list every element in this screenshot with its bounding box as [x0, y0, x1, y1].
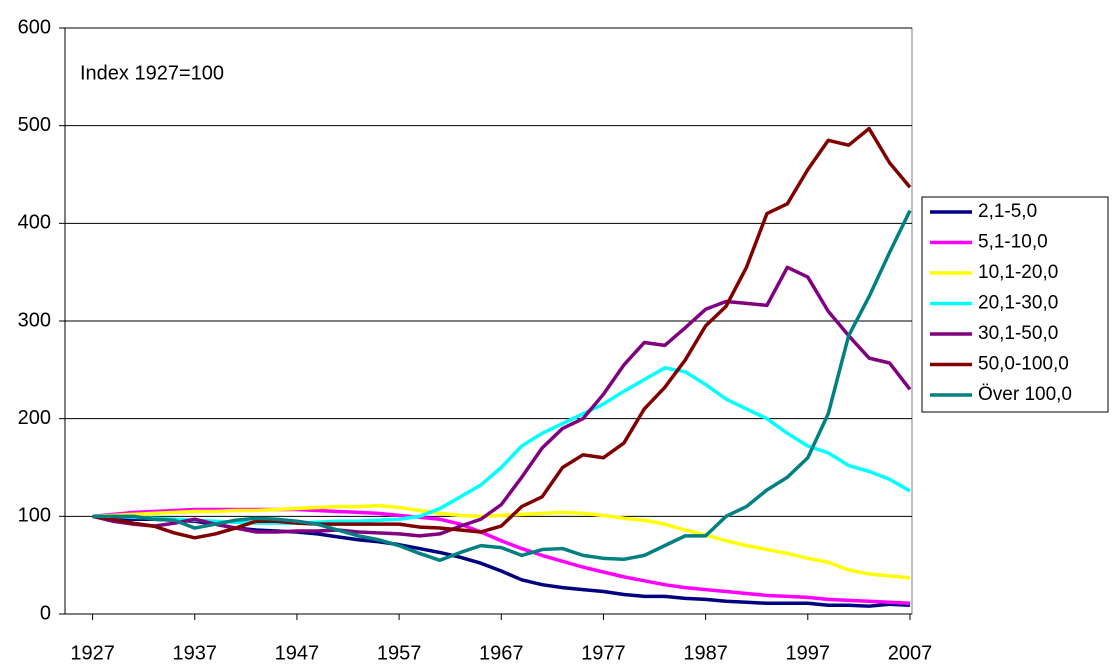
- series-line: [92, 514, 911, 608]
- legend-label: Över 100,0: [978, 384, 1072, 405]
- x-tick-label: 1937: [173, 642, 218, 664]
- series-line: [92, 503, 911, 580]
- x-tick-label: 1997: [786, 642, 831, 664]
- legend-label: 2,1-5,0: [978, 201, 1037, 222]
- x-tick-label: 1947: [275, 642, 320, 664]
- x-tick-label: 1977: [581, 642, 626, 664]
- legend-label: 10,1-20,0: [978, 262, 1058, 283]
- x-tick-label: 1987: [683, 642, 728, 664]
- legend-label: 30,1-50,0: [978, 323, 1058, 344]
- y-tick-label: 100: [18, 505, 51, 527]
- y-tick-label: 400: [18, 212, 51, 234]
- annotation: Index 1927=100: [80, 62, 224, 84]
- legend-label: 50,0-100,0: [978, 354, 1069, 375]
- x-tick-label: 2007: [888, 642, 933, 664]
- x-tick-label: 1967: [479, 642, 524, 664]
- y-tick-label: 0: [40, 602, 51, 624]
- legend-label: 20,1-30,0: [978, 293, 1058, 314]
- y-tick-label: 600: [18, 16, 51, 38]
- x-tick-label: 1957: [377, 642, 422, 664]
- series-line: [92, 126, 912, 540]
- legend-label: 5,1-10,0: [978, 232, 1048, 253]
- series-line: [92, 265, 912, 538]
- x-tick-label: 1927: [70, 642, 115, 664]
- y-tick-label: 300: [18, 309, 51, 331]
- series-line: [92, 209, 912, 563]
- y-tick-label: 500: [18, 114, 51, 136]
- series-line: [92, 366, 911, 525]
- y-tick-label: 200: [18, 407, 51, 429]
